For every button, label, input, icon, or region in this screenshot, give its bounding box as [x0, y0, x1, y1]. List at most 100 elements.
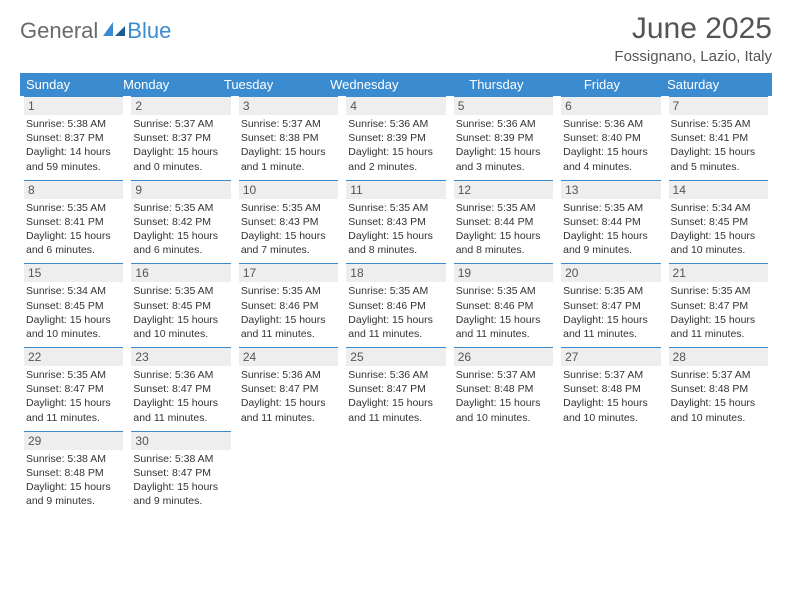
day-number: 24: [239, 347, 338, 366]
sunset-text: Sunset: 8:37 PM: [26, 132, 104, 144]
day-cell: [557, 431, 664, 515]
daylight-text: Daylight: 15 hours and 3 minutes.: [456, 146, 541, 172]
day-number: 1: [24, 96, 123, 115]
sunset-text: Sunset: 8:43 PM: [241, 216, 319, 228]
sunset-text: Sunset: 8:45 PM: [26, 300, 104, 312]
sunset-text: Sunset: 8:48 PM: [26, 467, 104, 479]
sunset-text: Sunset: 8:47 PM: [563, 300, 641, 312]
day-cell: 29Sunrise: 5:38 AMSunset: 8:48 PMDayligh…: [20, 431, 127, 515]
sunset-text: Sunset: 8:47 PM: [671, 300, 749, 312]
day-details: Sunrise: 5:34 AMSunset: 8:45 PMDaylight:…: [24, 282, 123, 341]
sunset-text: Sunset: 8:43 PM: [348, 216, 426, 228]
day-number: 6: [561, 96, 660, 115]
day-details: Sunrise: 5:35 AMSunset: 8:41 PMDaylight:…: [669, 115, 768, 174]
day-cell: 9Sunrise: 5:35 AMSunset: 8:42 PMDaylight…: [127, 180, 234, 264]
sunset-text: Sunset: 8:47 PM: [241, 383, 319, 395]
daylight-text: Daylight: 15 hours and 6 minutes.: [133, 230, 218, 256]
day-details: Sunrise: 5:37 AMSunset: 8:38 PMDaylight:…: [239, 115, 338, 174]
day-cell: 15Sunrise: 5:34 AMSunset: 8:45 PMDayligh…: [20, 263, 127, 347]
sunset-text: Sunset: 8:48 PM: [456, 383, 534, 395]
sunrise-text: Sunrise: 5:35 AM: [26, 369, 106, 381]
daylight-text: Daylight: 15 hours and 11 minutes.: [348, 314, 433, 340]
day-details: Sunrise: 5:35 AMSunset: 8:43 PMDaylight:…: [239, 199, 338, 258]
day-cell: 7Sunrise: 5:35 AMSunset: 8:41 PMDaylight…: [665, 96, 772, 180]
day-cell: [342, 431, 449, 515]
week-row: 22Sunrise: 5:35 AMSunset: 8:47 PMDayligh…: [20, 347, 772, 431]
day-cell: 8Sunrise: 5:35 AMSunset: 8:41 PMDaylight…: [20, 180, 127, 264]
day-number: 9: [131, 180, 230, 199]
week-row: 1Sunrise: 5:38 AMSunset: 8:37 PMDaylight…: [20, 96, 772, 180]
weekday-header: Thursday: [463, 73, 578, 96]
sunset-text: Sunset: 8:39 PM: [456, 132, 534, 144]
location-subtitle: Fossignano, Lazio, Italy: [614, 48, 772, 65]
daylight-text: Daylight: 15 hours and 6 minutes.: [26, 230, 111, 256]
daylight-text: Daylight: 15 hours and 11 minutes.: [133, 397, 218, 423]
day-number: 26: [454, 347, 553, 366]
daylight-text: Daylight: 15 hours and 9 minutes.: [133, 481, 218, 507]
day-details: Sunrise: 5:35 AMSunset: 8:47 PMDaylight:…: [561, 282, 660, 341]
day-number: 14: [669, 180, 768, 199]
weekday-header: Monday: [117, 73, 218, 96]
day-cell: 26Sunrise: 5:37 AMSunset: 8:48 PMDayligh…: [450, 347, 557, 431]
sunrise-text: Sunrise: 5:35 AM: [241, 202, 321, 214]
day-details: Sunrise: 5:35 AMSunset: 8:46 PMDaylight:…: [346, 282, 445, 341]
day-number: 28: [669, 347, 768, 366]
day-details: Sunrise: 5:35 AMSunset: 8:46 PMDaylight:…: [239, 282, 338, 341]
day-cell: 28Sunrise: 5:37 AMSunset: 8:48 PMDayligh…: [665, 347, 772, 431]
day-cell: 24Sunrise: 5:36 AMSunset: 8:47 PMDayligh…: [235, 347, 342, 431]
month-title: June 2025: [614, 12, 772, 46]
sunset-text: Sunset: 8:41 PM: [671, 132, 749, 144]
day-number: 27: [561, 347, 660, 366]
sunset-text: Sunset: 8:47 PM: [133, 467, 211, 479]
sunset-text: Sunset: 8:39 PM: [348, 132, 426, 144]
calendar-table: Sunday Monday Tuesday Wednesday Thursday…: [20, 73, 772, 96]
day-details: Sunrise: 5:36 AMSunset: 8:47 PMDaylight:…: [131, 366, 230, 425]
sunrise-text: Sunrise: 5:36 AM: [133, 369, 213, 381]
day-number: 16: [131, 263, 230, 282]
day-details: Sunrise: 5:37 AMSunset: 8:48 PMDaylight:…: [669, 366, 768, 425]
day-cell: 11Sunrise: 5:35 AMSunset: 8:43 PMDayligh…: [342, 180, 449, 264]
sunset-text: Sunset: 8:47 PM: [348, 383, 426, 395]
sunrise-text: Sunrise: 5:37 AM: [241, 118, 321, 130]
sunrise-text: Sunrise: 5:36 AM: [456, 118, 536, 130]
sunrise-text: Sunrise: 5:36 AM: [563, 118, 643, 130]
day-cell: 14Sunrise: 5:34 AMSunset: 8:45 PMDayligh…: [665, 180, 772, 264]
header: General Blue June 2025 Fossignano, Lazio…: [20, 12, 772, 65]
sunset-text: Sunset: 8:44 PM: [456, 216, 534, 228]
weekday-header-row: Sunday Monday Tuesday Wednesday Thursday…: [20, 73, 772, 96]
sunrise-text: Sunrise: 5:35 AM: [133, 285, 213, 297]
day-details: Sunrise: 5:36 AMSunset: 8:40 PMDaylight:…: [561, 115, 660, 174]
day-details: Sunrise: 5:36 AMSunset: 8:39 PMDaylight:…: [346, 115, 445, 174]
day-details: Sunrise: 5:35 AMSunset: 8:41 PMDaylight:…: [24, 199, 123, 258]
daylight-text: Daylight: 15 hours and 11 minutes.: [348, 397, 433, 423]
week-row: 8Sunrise: 5:35 AMSunset: 8:41 PMDaylight…: [20, 180, 772, 264]
weekday-header: Sunday: [20, 73, 117, 96]
day-details: Sunrise: 5:36 AMSunset: 8:47 PMDaylight:…: [239, 366, 338, 425]
day-cell: 25Sunrise: 5:36 AMSunset: 8:47 PMDayligh…: [342, 347, 449, 431]
day-cell: 6Sunrise: 5:36 AMSunset: 8:40 PMDaylight…: [557, 96, 664, 180]
day-cell: 13Sunrise: 5:35 AMSunset: 8:44 PMDayligh…: [557, 180, 664, 264]
logo-text-general: General: [20, 18, 98, 44]
sunset-text: Sunset: 8:44 PM: [563, 216, 641, 228]
sunset-text: Sunset: 8:48 PM: [671, 383, 749, 395]
day-number: 15: [24, 263, 123, 282]
sunset-text: Sunset: 8:47 PM: [26, 383, 104, 395]
daylight-text: Daylight: 15 hours and 11 minutes.: [671, 314, 756, 340]
day-cell: 5Sunrise: 5:36 AMSunset: 8:39 PMDaylight…: [450, 96, 557, 180]
weekday-header: Wednesday: [324, 73, 463, 96]
day-cell: 18Sunrise: 5:35 AMSunset: 8:46 PMDayligh…: [342, 263, 449, 347]
day-number: 25: [346, 347, 445, 366]
day-number: 21: [669, 263, 768, 282]
daylight-text: Daylight: 15 hours and 11 minutes.: [241, 314, 326, 340]
day-details: Sunrise: 5:38 AMSunset: 8:48 PMDaylight:…: [24, 450, 123, 509]
sunrise-text: Sunrise: 5:35 AM: [26, 202, 106, 214]
day-details: Sunrise: 5:38 AMSunset: 8:47 PMDaylight:…: [131, 450, 230, 509]
sunset-text: Sunset: 8:46 PM: [348, 300, 426, 312]
sunrise-text: Sunrise: 5:36 AM: [241, 369, 321, 381]
sunrise-text: Sunrise: 5:35 AM: [671, 118, 751, 130]
day-number: 11: [346, 180, 445, 199]
day-number: 4: [346, 96, 445, 115]
day-cell: 4Sunrise: 5:36 AMSunset: 8:39 PMDaylight…: [342, 96, 449, 180]
day-cell: 30Sunrise: 5:38 AMSunset: 8:47 PMDayligh…: [127, 431, 234, 515]
day-number: 13: [561, 180, 660, 199]
